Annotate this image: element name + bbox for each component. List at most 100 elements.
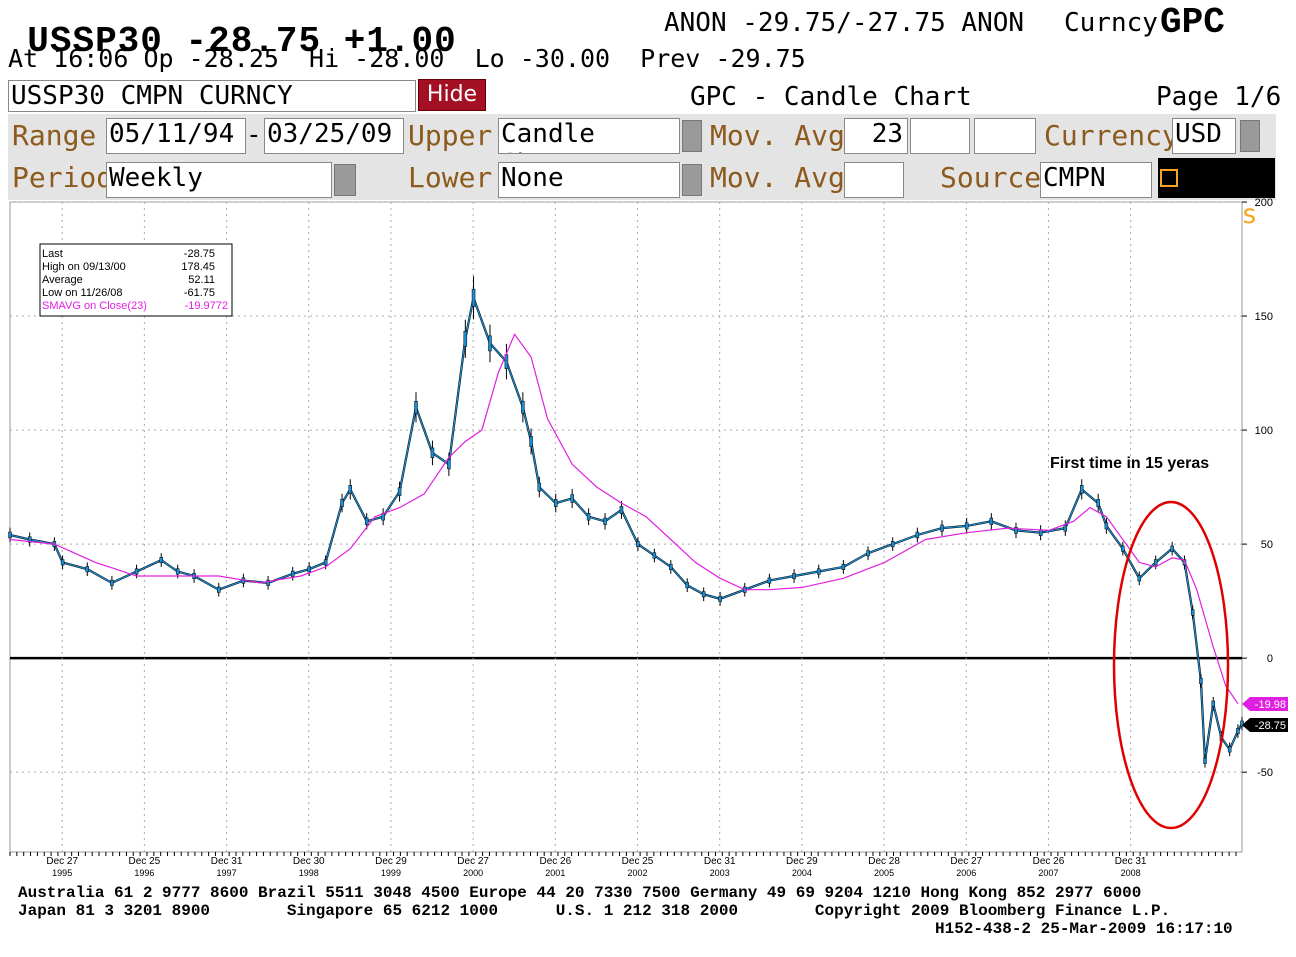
candle-body — [636, 541, 640, 548]
candle-body — [1014, 527, 1018, 534]
candle-body — [471, 288, 476, 307]
x-tick-year: 2004 — [792, 868, 812, 878]
currency-label: Currency — [1044, 119, 1179, 152]
legend-low-label: Low on 11/26/08 — [42, 287, 123, 299]
x-tick-date: Dec 29 — [786, 856, 818, 867]
candle-body — [397, 487, 402, 496]
mov-avg-period3-input[interactable] — [974, 118, 1036, 154]
ticker-last-change: -28.75 +1.00 — [185, 21, 457, 62]
hide-button[interactable]: Hide — [418, 79, 486, 111]
candle-body — [217, 586, 221, 593]
x-tick-year: 2003 — [710, 868, 730, 878]
range-end-input[interactable]: 03/25/09 — [264, 118, 404, 154]
last-price-tag: -28.75 — [1242, 718, 1288, 732]
footer-contacts-line2: Japan 81 3 3201 8900 Singapore 65 6212 1… — [18, 902, 1171, 920]
upper-label: Upper — [408, 119, 493, 152]
candle-body — [348, 485, 353, 494]
legend-last-value: -28.75 — [184, 248, 215, 260]
series-layer — [8, 276, 1244, 768]
y-tick-label: 0 — [1267, 653, 1273, 665]
x-tick-year: 2006 — [956, 868, 976, 878]
page-indicator: Page 1/6 — [1156, 82, 1282, 112]
legend-high-value: 178.45 — [181, 261, 215, 273]
candle-body — [841, 563, 846, 570]
highlight-circle — [1112, 500, 1230, 830]
x-tick-year: 2000 — [463, 868, 483, 878]
candle-body — [8, 531, 12, 539]
lower-label: Lower — [408, 161, 493, 194]
candle-body — [529, 436, 533, 447]
y-tick-label: 150 — [1255, 311, 1273, 323]
security-field[interactable]: USSP30 CMPN CURNCY — [8, 80, 416, 112]
candle-body — [1063, 524, 1068, 532]
x-tick-date: Dec 31 — [704, 856, 736, 867]
x-tick-year: 1998 — [299, 868, 319, 878]
candle-body — [175, 568, 180, 575]
lower-chart-select[interactable]: None — [498, 162, 680, 198]
legend-low-value: -61.75 — [184, 287, 215, 299]
period-label: Period — [12, 161, 114, 194]
upper-chart-select[interactable]: Candle Chart — [498, 118, 680, 154]
x-tick-date: Dec 25 — [129, 856, 161, 867]
x-tick-year: 2007 — [1038, 868, 1058, 878]
quote-line: At 16:06 Op -28.25 Hi -28.00 Lo -30.00 P… — [8, 44, 806, 73]
x-tick-date: Dec 30 — [293, 856, 325, 867]
candle-body — [323, 559, 328, 566]
candle-body — [718, 595, 722, 602]
mov-avg-lower-input[interactable] — [844, 162, 904, 198]
x-tick-date: Dec 31 — [211, 856, 243, 867]
candle-body — [1199, 677, 1203, 684]
candle-body — [792, 573, 796, 580]
x-tick-date: Dec 25 — [622, 856, 654, 867]
candle-body — [669, 563, 673, 570]
x-tick-date: Dec 27 — [457, 856, 489, 867]
mov-avg-label: Mov. Avg — [710, 119, 845, 152]
source-input[interactable]: CMPN — [1040, 162, 1152, 198]
y-tick-label: -50 — [1257, 767, 1273, 779]
currency-select[interactable]: USD — [1172, 118, 1236, 154]
candle-body — [1104, 522, 1109, 530]
x-tick-year: 2005 — [874, 868, 894, 878]
currency-dropdown-button[interactable] — [1240, 120, 1260, 152]
candle-body — [110, 579, 114, 586]
period-dropdown-button[interactable] — [334, 164, 356, 196]
x-tick-year: 2008 — [1121, 868, 1141, 878]
x-tick-date: Dec 27 — [46, 856, 78, 867]
legend-average-value: 52.11 — [188, 274, 215, 286]
range-separator: - — [246, 120, 262, 150]
candle-body — [1137, 575, 1142, 582]
chart-type-title: GPC - Candle Chart — [690, 82, 972, 112]
candle-body — [816, 568, 821, 575]
source-label: Source — [940, 161, 1042, 194]
candle-body — [1211, 700, 1215, 707]
range-label: Range — [12, 119, 97, 152]
events-button[interactable]: Events — [1158, 158, 1275, 230]
ticker-line: USSP30 -28.75 +1.00 — [8, 2, 457, 62]
x-tick-date: Dec 29 — [375, 856, 407, 867]
candle-body — [85, 566, 90, 573]
y-tick-label: 50 — [1261, 539, 1273, 551]
market-sector: Curncy — [1064, 8, 1158, 38]
lower-dropdown-button[interactable] — [682, 164, 702, 196]
candle-body — [27, 536, 32, 543]
mov-avg-period2-input[interactable] — [910, 118, 970, 154]
x-tick-year: 1995 — [52, 868, 72, 878]
footer-timestamp: H152-438-2 25-Mar-2009 16:17:10 — [935, 920, 1233, 938]
x-tick-date: Dec 26 — [1033, 856, 1065, 867]
candle-body — [603, 517, 607, 525]
upper-dropdown-button[interactable] — [682, 120, 702, 152]
candle-body — [701, 591, 706, 598]
chart-legend: Last -28.75 High on 09/13/00 178.45 Aver… — [39, 243, 233, 317]
candle-body — [964, 522, 969, 530]
legend-smavg-value: -19.9772 — [185, 300, 228, 312]
ticker-symbol: USSP30 — [27, 21, 163, 62]
candle-body — [364, 517, 369, 525]
candle-body — [414, 400, 418, 414]
events-checkbox-icon — [1160, 168, 1178, 187]
x-tick-date: Dec 27 — [950, 856, 982, 867]
candle-body — [915, 531, 920, 539]
period-select[interactable]: Weekly — [106, 162, 332, 198]
mov-avg-period-input[interactable]: 23 — [844, 118, 908, 154]
range-start-input[interactable]: 05/11/94 — [106, 118, 246, 154]
